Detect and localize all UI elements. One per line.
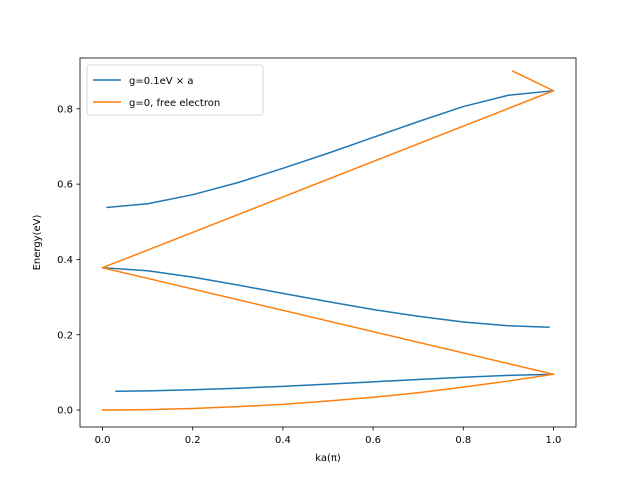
x-tick-label: 0.0	[95, 435, 111, 446]
y-tick-label: 0.8	[57, 104, 73, 115]
x-axis-label: ka(π)	[315, 453, 341, 464]
plot-area	[79, 57, 577, 428]
y-tick-label: 0.2	[57, 330, 73, 341]
x-tick-label: 0.8	[455, 435, 471, 446]
series-0-line-0	[115, 373, 555, 392]
x-axis: 0.0 0.2 0.4 0.6 0.8 1.0	[95, 427, 562, 446]
y-tick-label: 0.6	[57, 180, 73, 191]
y-tick-label: 0.0	[57, 406, 73, 417]
series-0-line-2	[106, 89, 555, 209]
legend-entry-label: g=0.1eV × a	[129, 76, 194, 87]
axes-background	[80, 58, 576, 427]
series-layer	[101, 70, 555, 411]
y-axis: 0.0 0.2 0.4 0.6 0.8	[57, 104, 80, 417]
x-tick-label: 0.6	[365, 435, 381, 446]
y-axis-label: Energy(eV)	[32, 215, 43, 271]
y-tick-label: 0.4	[57, 255, 73, 266]
x-tick-label: 0.2	[185, 435, 201, 446]
x-tick-label: 0.4	[275, 435, 291, 446]
legend-entry-label: g=0, free electron	[129, 98, 220, 109]
axes-frame	[79, 57, 577, 428]
legend-box	[86, 64, 264, 116]
x-tick-label: 1.0	[546, 435, 562, 446]
series-1-line-1	[101, 70, 555, 376]
series-1-line-0	[101, 373, 555, 411]
series-0-line-1	[101, 266, 550, 328]
legend: g=0.1eV × a g=0, free electron	[86, 64, 264, 116]
